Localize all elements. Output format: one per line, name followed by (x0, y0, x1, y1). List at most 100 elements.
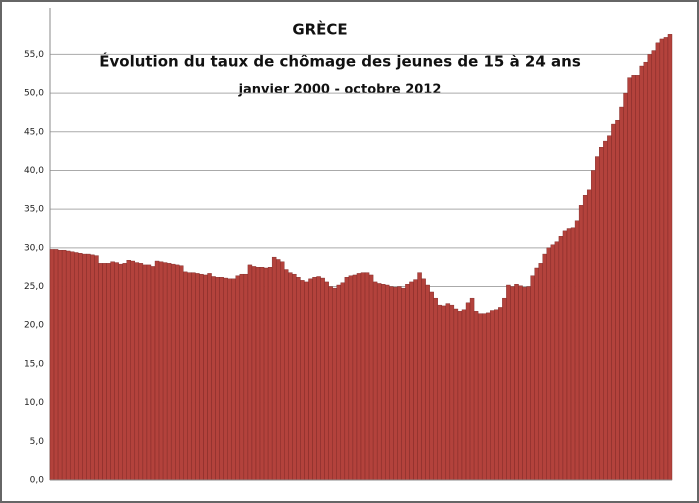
bar (441, 305, 447, 481)
bar (433, 297, 438, 481)
bar (364, 272, 370, 481)
bar (591, 170, 596, 481)
bar (292, 273, 297, 481)
bar (465, 302, 471, 481)
bar (324, 281, 329, 481)
bar (65, 250, 71, 481)
bar (199, 273, 204, 481)
bar (514, 284, 519, 481)
bar (607, 135, 612, 481)
bar (417, 272, 422, 481)
bar (94, 255, 99, 481)
bar (667, 34, 673, 481)
y-tick-label: 45,0 (24, 127, 44, 137)
bar (336, 284, 342, 481)
bar (663, 37, 669, 481)
y-tick-label: 0,0 (30, 476, 45, 486)
bar (595, 156, 600, 481)
bar (316, 276, 321, 481)
y-tick-label: 10,0 (24, 398, 44, 408)
bar (69, 251, 75, 481)
chart-title: GRÈCE (292, 20, 347, 39)
y-tick-label: 30,0 (24, 243, 44, 253)
bar (118, 263, 123, 481)
bar (179, 265, 184, 481)
bar (449, 304, 455, 481)
bar (389, 286, 394, 481)
bar (522, 287, 527, 481)
bar (158, 261, 164, 481)
bar (429, 291, 434, 481)
bar (203, 274, 208, 481)
bar (413, 279, 418, 481)
bar (328, 286, 333, 481)
bar (320, 277, 325, 481)
bar (425, 284, 430, 481)
y-tick-label: 40,0 (24, 166, 44, 176)
bar (243, 273, 249, 481)
bar (231, 278, 236, 481)
bar (380, 284, 386, 481)
bar (586, 189, 592, 481)
bar (421, 278, 426, 481)
bar (61, 249, 67, 481)
bar (284, 269, 289, 481)
bar (122, 263, 127, 481)
bar (49, 249, 55, 481)
bar (490, 310, 495, 481)
bar (385, 284, 390, 481)
bar (271, 256, 277, 481)
bar (110, 261, 115, 481)
bar (643, 61, 648, 481)
bar (635, 75, 640, 481)
bar (304, 281, 309, 481)
bar (393, 287, 398, 481)
bar (170, 263, 176, 481)
bar (566, 228, 572, 481)
bar (207, 273, 212, 481)
bar (469, 297, 475, 481)
bar (574, 220, 580, 481)
bar (611, 123, 616, 481)
bar (506, 284, 511, 481)
bar (227, 278, 232, 481)
bar (639, 65, 644, 481)
bar (401, 287, 406, 481)
bar (405, 284, 410, 481)
bar (90, 254, 95, 481)
bar (154, 260, 160, 481)
bar (368, 274, 374, 481)
chart-subtitle: Évolution du taux de chômage des jeunes … (99, 52, 581, 71)
bar (235, 275, 241, 481)
bar (453, 308, 459, 481)
bar (162, 262, 168, 481)
bar (486, 312, 491, 481)
bar (191, 272, 196, 481)
bar (102, 263, 107, 481)
bar (166, 263, 172, 481)
bar (219, 277, 224, 481)
bar (267, 267, 273, 481)
bar (340, 282, 346, 481)
bar (146, 264, 152, 481)
y-tick-label: 5,0 (30, 437, 45, 447)
bar (550, 244, 556, 481)
bar (409, 281, 414, 481)
bar (623, 92, 628, 481)
bar (259, 267, 265, 481)
bar (655, 42, 661, 481)
bar (647, 54, 653, 481)
bar (53, 249, 59, 481)
bar (114, 262, 119, 481)
bar (150, 266, 156, 481)
bar (183, 271, 188, 481)
y-tick-label: 50,0 (24, 89, 44, 99)
bar (615, 119, 620, 481)
bar (481, 313, 487, 481)
bar (603, 140, 608, 481)
bar (300, 280, 305, 481)
bar (332, 287, 337, 481)
bar (518, 285, 523, 481)
bar (651, 50, 657, 481)
